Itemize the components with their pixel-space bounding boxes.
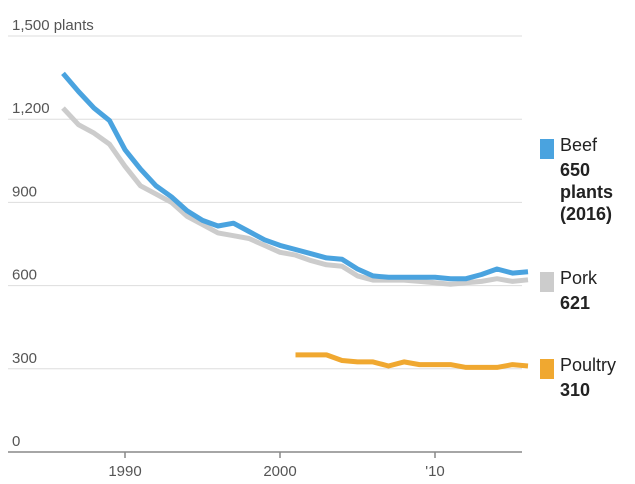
- series-line-beef: [61, 71, 529, 282]
- legend-label: Pork: [560, 268, 598, 288]
- series-line-poultry: [295, 352, 529, 370]
- legend-label: Poultry: [560, 355, 617, 375]
- y-tick-label: 900: [12, 183, 37, 200]
- legend-swatch: [540, 139, 554, 159]
- series-line-pork: [61, 106, 529, 287]
- legend-swatch: [540, 359, 554, 379]
- legend-value: 650 plants (2016): [560, 160, 614, 224]
- y-tick-label: 1,200: [12, 100, 50, 117]
- y-tick-label: 0: [12, 433, 20, 450]
- legend-label: Beef: [560, 135, 598, 155]
- gridlines: [8, 35, 522, 458]
- legend-swatch: [540, 272, 554, 292]
- y-tick-label: 600: [12, 267, 37, 284]
- legend-value: 310: [560, 380, 591, 400]
- x-tick-label: 1990: [108, 463, 141, 480]
- legend-value: 621: [560, 293, 591, 313]
- y-unit-label: 1,500 plants: [12, 17, 94, 34]
- series-lines: [61, 71, 529, 370]
- x-tick-label: 2000: [263, 463, 296, 480]
- x-tick-label: '10: [425, 463, 445, 480]
- y-tick-label: 300: [12, 350, 37, 367]
- tick-labels: 0 300 600 900 1,200 1,500 plants 1990 2000 '10: [12, 17, 445, 480]
